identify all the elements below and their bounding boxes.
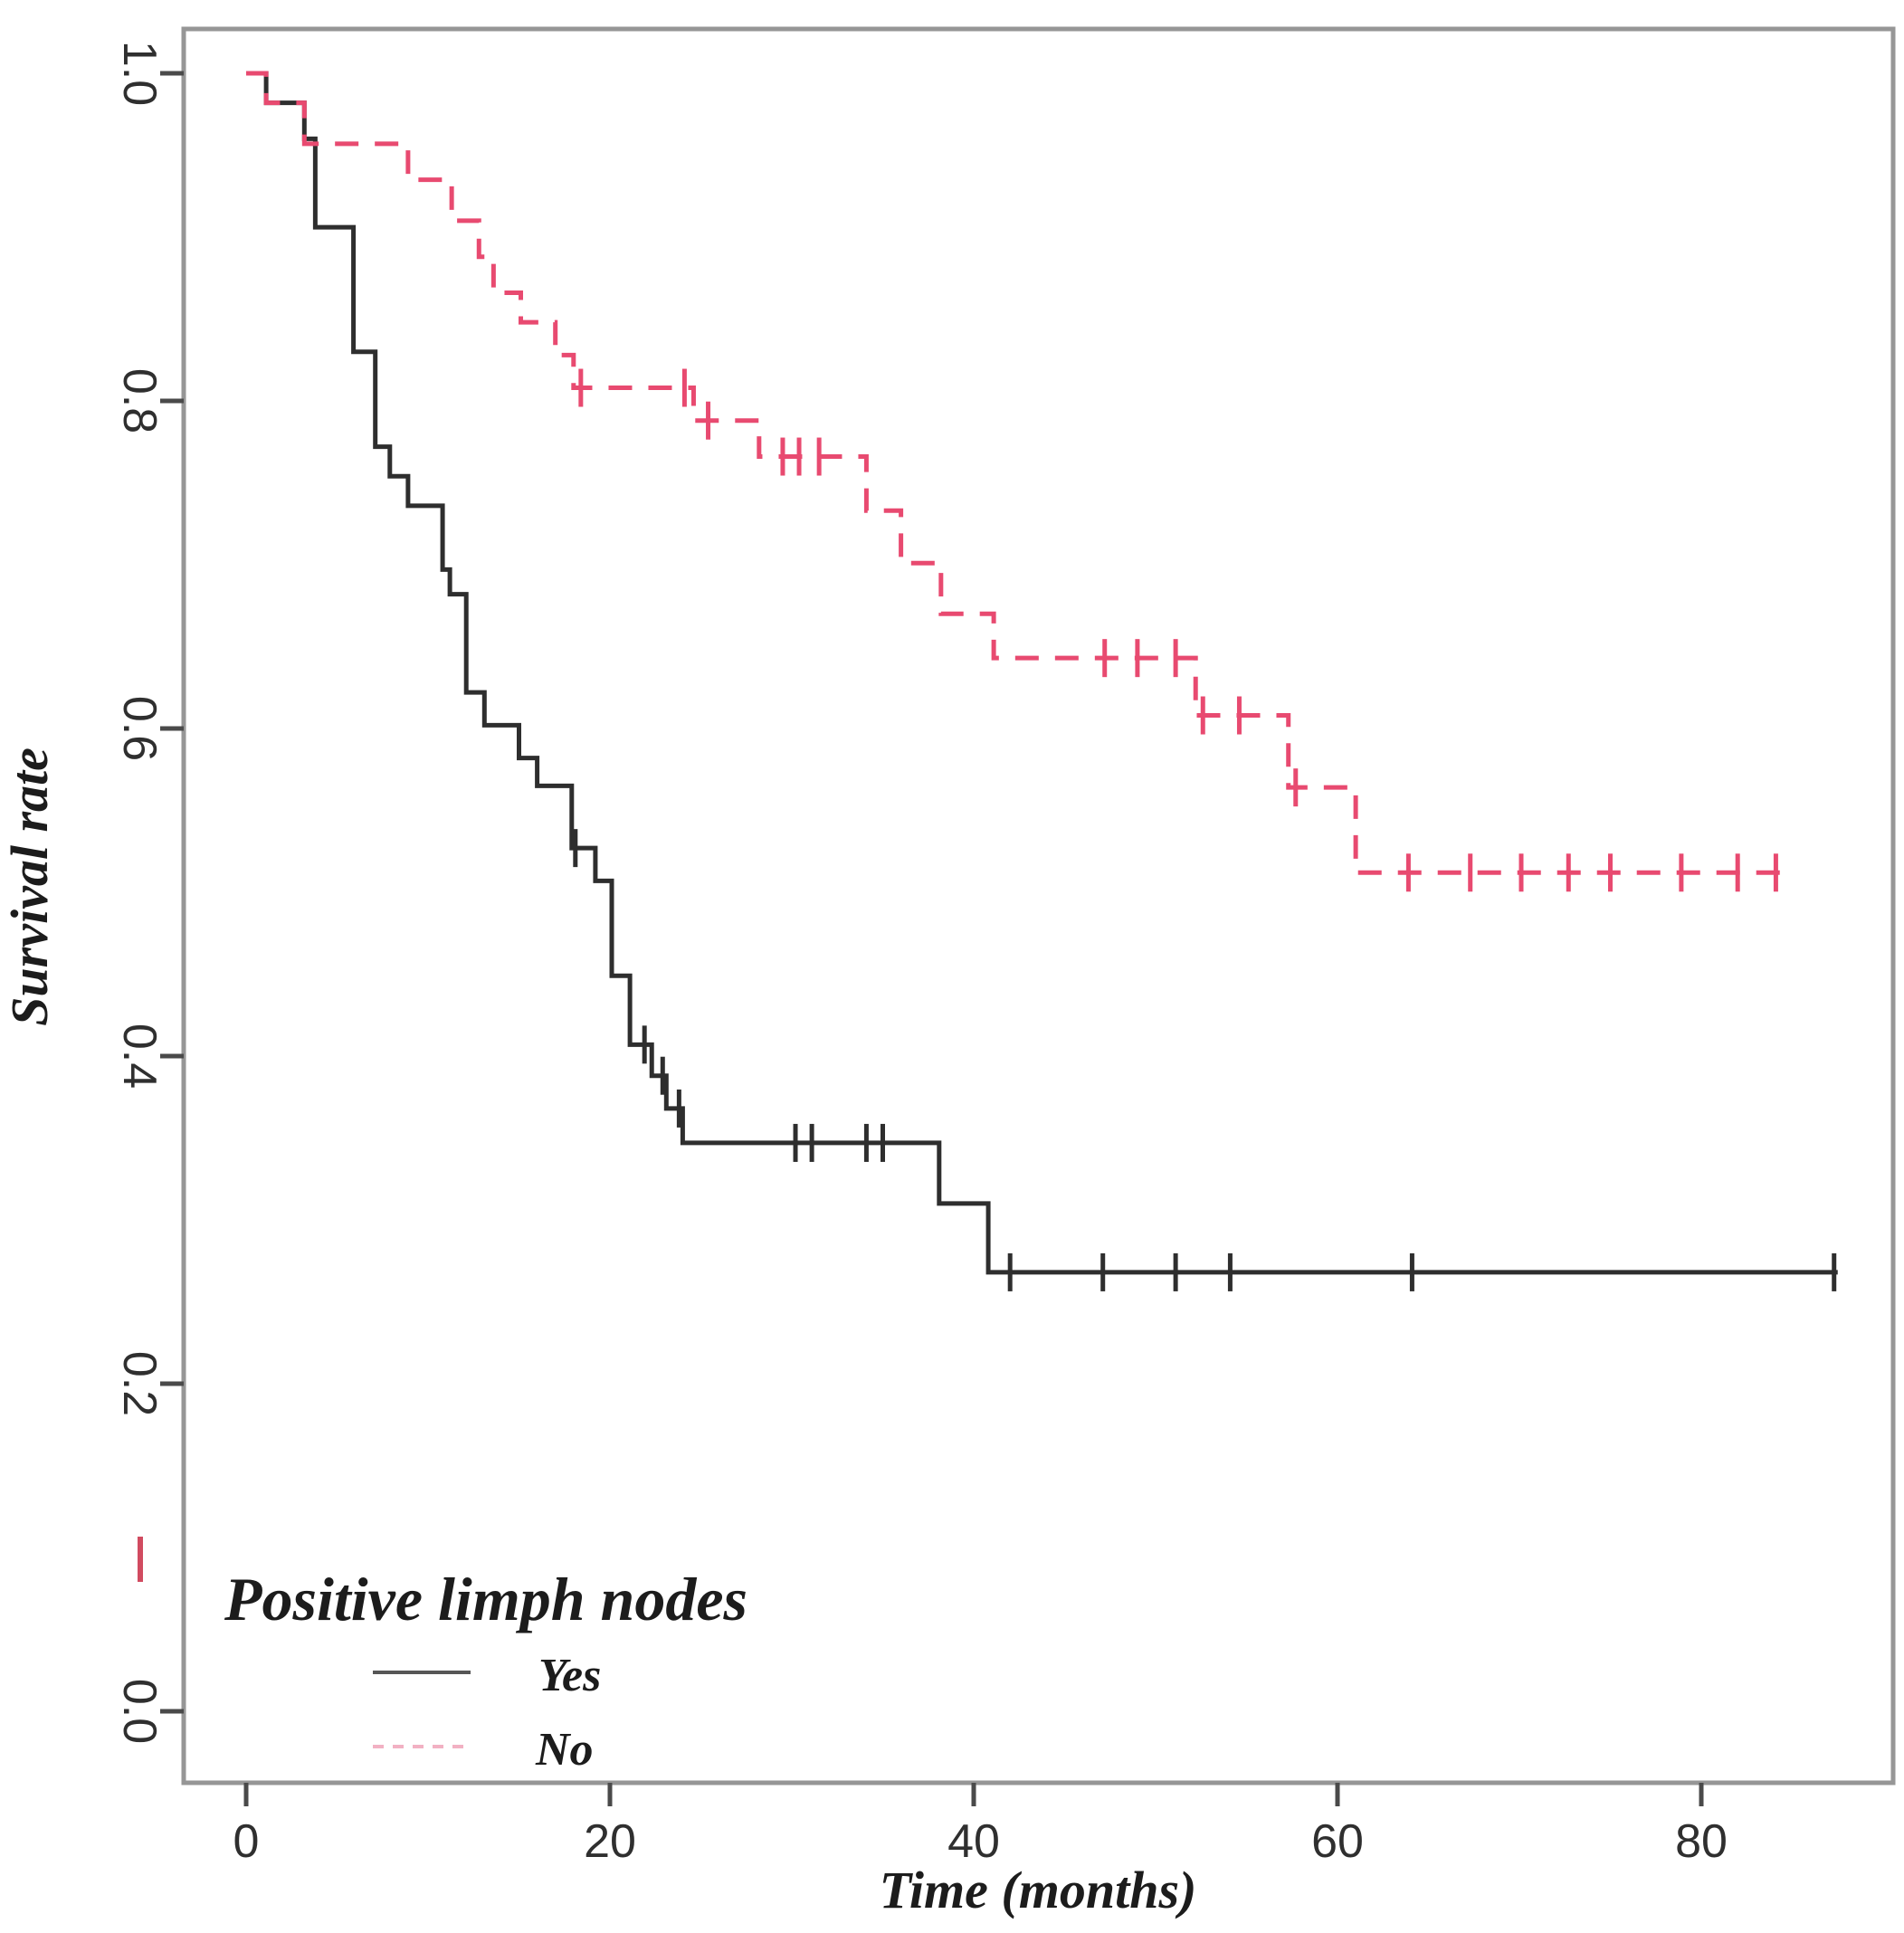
y-axis-title: Survival rate: [0, 747, 59, 1026]
survival-curves: [246, 71, 1838, 1275]
plot-border: [181, 26, 1896, 1785]
legend-label-no: No: [535, 1724, 594, 1776]
x-tick-label: 40: [947, 1815, 1000, 1868]
y-tick-label: 1.0: [113, 41, 166, 106]
y-tick-label: 0.2: [113, 1351, 166, 1416]
y-tick-label: 0.8: [113, 368, 166, 433]
x-axis-title: Time (months): [880, 1861, 1197, 1919]
survival-curve-no: [246, 71, 1789, 875]
y-tick-label: 0.4: [113, 1024, 166, 1089]
legend-label-yes: Yes: [538, 1650, 601, 1701]
x-tick-label: 20: [584, 1815, 636, 1868]
censor-marks: [573, 368, 1837, 1291]
x-tick-label: 80: [1675, 1815, 1728, 1868]
legend-title: Positive limph nodes: [224, 1565, 747, 1633]
survival-curve-yes: [246, 71, 1838, 1275]
legend: Positive limph nodes Yes No: [224, 1565, 747, 1776]
x-tick-label: 60: [1311, 1815, 1364, 1868]
x-tick-label: 0: [233, 1815, 260, 1868]
y-tick-label: 0.6: [113, 696, 166, 761]
y-axis-ticks: 0.0 0.2 0.4 0.6 0.8 1.0: [113, 41, 184, 1744]
y-tick-label: 0.0: [113, 1679, 166, 1744]
x-axis-ticks: 0 20 40 60 80: [233, 1783, 1728, 1868]
